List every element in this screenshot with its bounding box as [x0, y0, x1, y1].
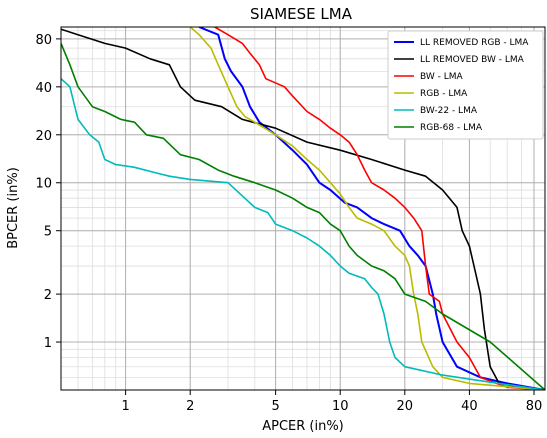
legend-box [387, 30, 544, 140]
legend-label: BW-22 - LMA [420, 106, 478, 116]
x-tick-label: 40 [461, 399, 478, 414]
plot-frame [60, 26, 546, 391]
legend-label: LL REMOVED RGB - LMA [420, 38, 529, 48]
legend-label: LL REMOVED BW - LMA [420, 55, 525, 65]
y-axis-label: BPCER (in%) [6, 167, 21, 249]
y-tick-label: 5 [44, 225, 52, 240]
series-line-5 [61, 78, 545, 390]
x-tick-label: 20 [397, 399, 414, 414]
legend-label: RGB - LMA [420, 89, 468, 99]
series-line-6 [61, 43, 545, 390]
series-lines [61, 27, 545, 390]
y-tick-label: 2 [44, 288, 52, 303]
legend-label: BW - LMA [420, 72, 464, 82]
x-tick-label: 10 [332, 399, 349, 414]
series-line-1 [198, 27, 545, 390]
y-tick-label: 40 [35, 81, 52, 96]
series-line-2 [61, 28, 545, 390]
series-line-3 [214, 27, 545, 390]
legend-label: RGB-68 - LMA [420, 123, 483, 133]
x-tick-label: 80 [526, 399, 543, 414]
y-tick-label: 80 [35, 33, 52, 48]
x-tick-label: 2 [186, 399, 194, 414]
x-tick-label: 5 [271, 399, 279, 414]
series-line-4 [189, 27, 545, 390]
legend: LL REMOVED RGB - LMA LL REMOVED BW - LMA B… [387, 30, 544, 140]
axis-ticks: 1 2 5 10 20 40 80 1 2 5 10 20 40 80 [35, 33, 542, 414]
y-tick-label: 20 [35, 129, 52, 144]
x-tick-label: 1 [121, 399, 129, 414]
chart-title: SIAMESE LMA [250, 5, 353, 23]
x-axis-label: APCER (in%) [262, 419, 344, 434]
y-tick-label: 10 [35, 177, 52, 192]
y-tick-label: 1 [44, 336, 52, 351]
